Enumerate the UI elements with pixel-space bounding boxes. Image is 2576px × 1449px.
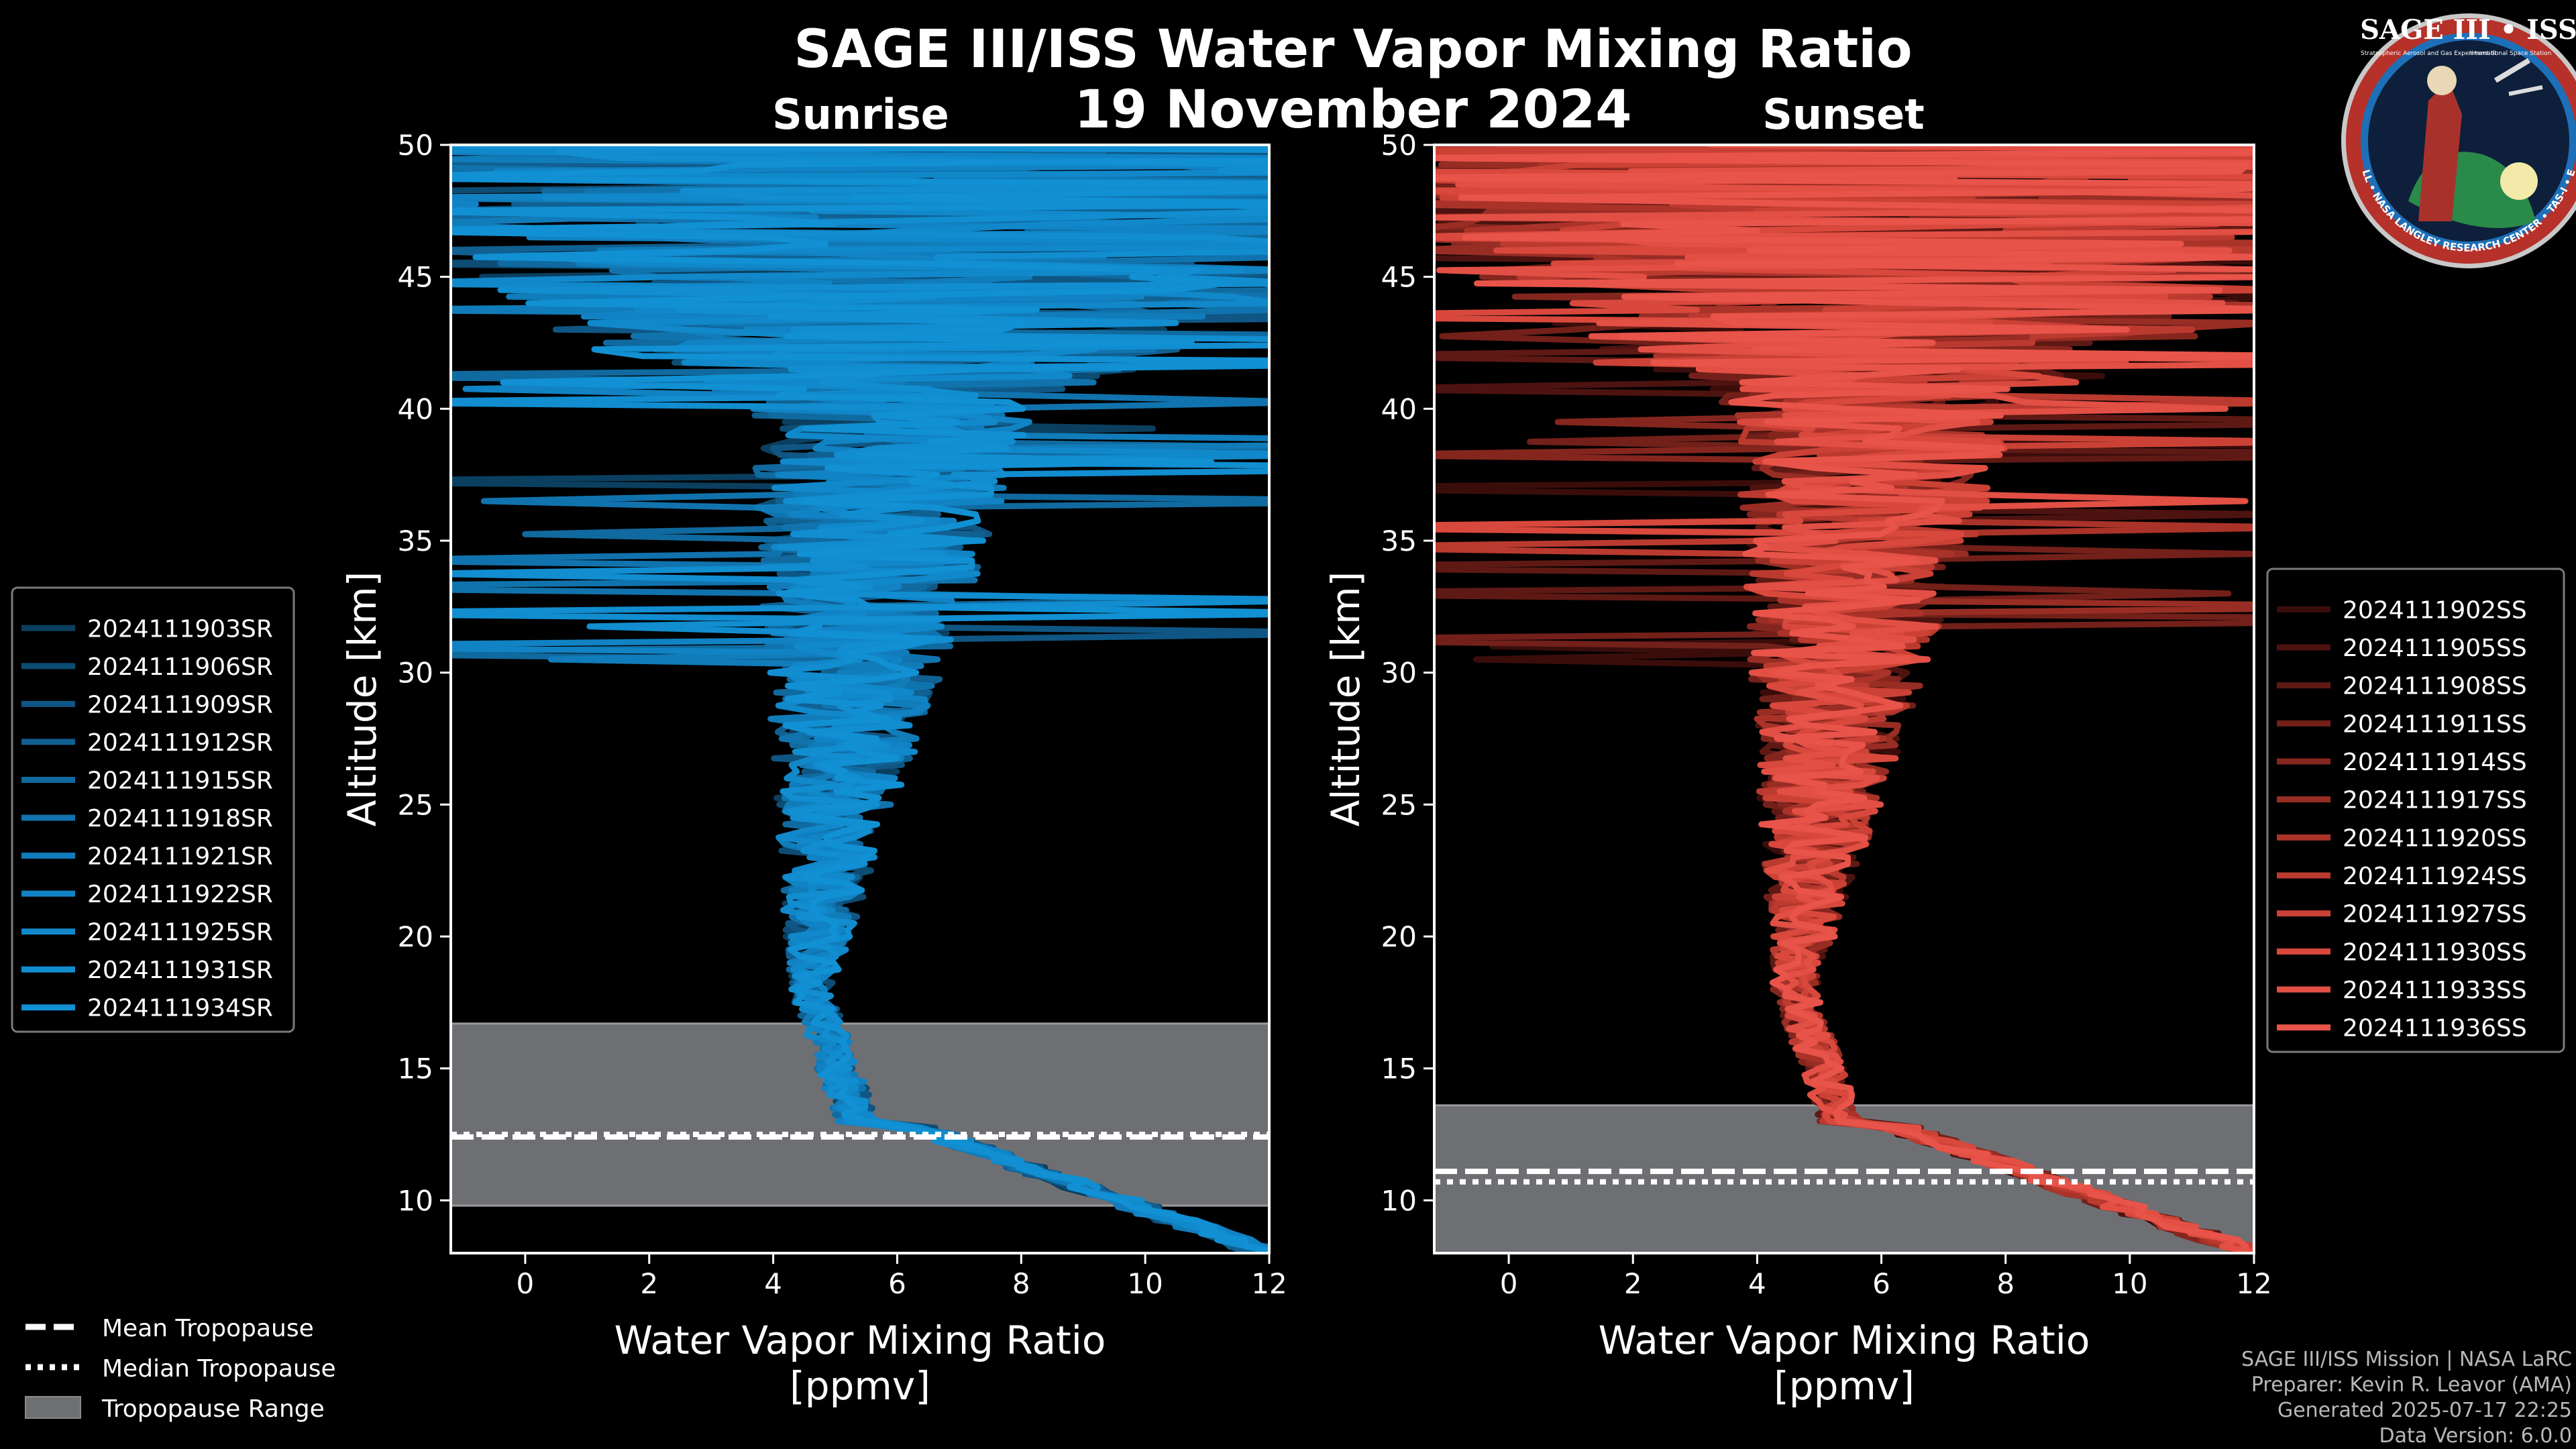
profile-line-2024111934SR	[451, 145, 1269, 1253]
x-tick-label: 2	[1624, 1267, 1642, 1300]
plot-frame	[449, 144, 1271, 1254]
x-axis-label: Water Vapor Mixing Ratio [ppmv]	[1599, 1318, 2090, 1409]
logo-subtitle-left: Stratospheric Aerosol and Gas Experiment…	[2361, 50, 2496, 57]
profile-lines	[1434, 145, 2254, 1253]
legend-entry-2024111927SS: 2024111927SS	[2343, 901, 2527, 928]
y-tick-label: 35	[398, 525, 433, 557]
credits: SAGE III/ISS Mission | NASA LaRC Prepare…	[2241, 1348, 2572, 1448]
x-tick-label: 10	[1127, 1267, 1163, 1300]
y-tick-label: 35	[1381, 525, 1417, 557]
credit-generated: Generated 2025-07-17 22:25	[2277, 1399, 2572, 1422]
x-tick-label: 4	[764, 1267, 782, 1300]
legend-entry-2024111925SR: 2024111925SR	[87, 919, 273, 947]
x-axis-label-line: Water Vapor Mixing Ratio	[614, 1318, 1106, 1363]
tropopause-legend: Mean Tropopause Median Tropopause Tropop…	[25, 1315, 336, 1423]
x-tick-label: 8	[1996, 1267, 2015, 1300]
y-tick-label: 25	[398, 788, 433, 821]
legend-entry-2024111912SR: 2024111912SR	[87, 729, 273, 757]
legend-entry-2024111924SS: 2024111924SS	[2343, 863, 2527, 890]
logo-name: SAGE III • ISS	[2360, 14, 2576, 46]
profile-line-2024111936SS	[1434, 148, 2254, 1253]
x-axis-label: Water Vapor Mixing Ratio [ppmv]	[614, 1318, 1106, 1409]
y-tick-label: 50	[398, 129, 433, 162]
x-axis-label-line: [ppmv]	[790, 1363, 930, 1409]
y-tick-label: 20	[398, 920, 433, 953]
legend-frame	[11, 586, 295, 1033]
sunset-legend: 2024111902SS 2024111905SS 2024111908SS 2024…	[2266, 568, 2565, 1053]
x-axis-label-line: [ppmv]	[1774, 1363, 1915, 1409]
x-axis-label-line: Water Vapor Mixing Ratio	[1599, 1318, 2090, 1363]
legend-frame	[2266, 568, 2565, 1053]
legend-entry-2024111914SS: 2024111914SS	[2343, 749, 2527, 776]
tropopause-range-label: Tropopause Range	[101, 1395, 325, 1423]
y-tick-label: 40	[398, 392, 433, 425]
sunrise-legend: 2024111903SR 2024111906SR 2024111909SR 2024…	[11, 586, 295, 1033]
x-tick-label: 10	[2112, 1267, 2147, 1300]
logo-subtitle-right: International Space Station	[2469, 50, 2552, 57]
credit-version: Data Version: 6.0.0	[2379, 1424, 2572, 1448]
y-axis-label: Altitude [km]	[339, 572, 385, 826]
x-tick-label: 0	[1500, 1267, 1518, 1300]
sunset-chart: 0 2 4 6 8 10 12 10 15 20 25 30 35 40 45 50 Water Vapor M…	[1323, 129, 2272, 1409]
y-tick-label: 10	[1381, 1184, 1417, 1217]
plot-frame	[1433, 144, 2255, 1254]
profile-line-2024111931SR	[451, 145, 1269, 1253]
x-tick-label: 2	[640, 1267, 658, 1300]
mean-tropopause-label: Mean Tropopause	[102, 1315, 314, 1342]
legend-entry-2024111911SS: 2024111911SS	[2343, 710, 2527, 738]
legend-entry-2024111931SR: 2024111931SR	[87, 957, 273, 984]
legend-entry-2024111915SR: 2024111915SR	[87, 767, 273, 794]
legend-entry-2024111930SS: 2024111930SS	[2343, 938, 2527, 966]
credit-preparer: Preparer: Kevin R. Leavor (AMA)	[2251, 1373, 2572, 1397]
legend-entry-2024111909SR: 2024111909SR	[87, 691, 273, 718]
x-tick-label: 0	[517, 1267, 535, 1300]
sunset-panel-title: Sunset	[1762, 90, 1925, 139]
credit-mission: SAGE III/ISS Mission | NASA LaRC	[2241, 1348, 2572, 1371]
x-tick-label: 6	[1872, 1267, 1890, 1300]
x-tick-label: 8	[1012, 1267, 1030, 1300]
y-tick-label: 30	[1381, 657, 1417, 690]
legend-entry-2024111934SR: 2024111934SR	[87, 995, 273, 1022]
legend-entry-2024111903SR: 2024111903SR	[87, 615, 273, 643]
legend-entry-2024111902SS: 2024111902SS	[2343, 596, 2527, 624]
median-tropopause-label: Median Tropopause	[102, 1355, 336, 1383]
y-axis-label: Altitude [km]	[1323, 572, 1368, 826]
legend-entry-2024111905SS: 2024111905SS	[2343, 635, 2527, 662]
legend-entry-2024111920SS: 2024111920SS	[2343, 824, 2527, 852]
legend-entry-2024111933SS: 2024111933SS	[2343, 977, 2527, 1004]
y-tick-label: 40	[1381, 392, 1417, 425]
x-tick-label: 12	[1251, 1267, 1287, 1300]
legend-entry-2024111908SS: 2024111908SS	[2343, 673, 2527, 700]
legend-entry-2024111936SS: 2024111936SS	[2343, 1015, 2527, 1042]
x-tick-label: 12	[2236, 1267, 2271, 1300]
legend-entry-2024111906SR: 2024111906SR	[87, 653, 273, 681]
y-tick-label: 50	[1381, 129, 1417, 162]
legend-entry-2024111921SR: 2024111921SR	[87, 843, 273, 871]
y-tick-label: 30	[398, 657, 433, 690]
tropopause-range-swatch	[25, 1396, 81, 1419]
y-tick-label: 45	[398, 261, 433, 294]
y-tick-label: 25	[1381, 788, 1417, 821]
sunrise-panel-title: Sunrise	[772, 90, 949, 139]
x-tick-label: 6	[888, 1267, 906, 1300]
y-tick-label: 20	[1381, 920, 1417, 953]
x-tick-label: 4	[1748, 1267, 1766, 1300]
figure-date: 19 November 2024	[1074, 80, 1631, 140]
figure-title: SAGE III/ISS Water Vapor Mixing Ratio	[794, 19, 1912, 80]
sunrise-chart: 0 2 4 6 8 10 12 10 15 20 25 30 35 40 45 50 Water Vapor M…	[339, 129, 1287, 1409]
legend-entry-2024111918SR: 2024111918SR	[87, 805, 273, 833]
y-tick-label: 10	[398, 1184, 433, 1217]
y-tick-label: 15	[1381, 1053, 1417, 1085]
legend-entry-2024111917SS: 2024111917SS	[2343, 787, 2527, 814]
legend-entry-2024111922SR: 2024111922SR	[87, 881, 273, 908]
y-tick-label: 15	[398, 1053, 433, 1085]
y-tick-label: 45	[1381, 261, 1417, 294]
profile-lines	[451, 145, 1269, 1253]
profile-line-2024111922SR	[451, 149, 1269, 1253]
